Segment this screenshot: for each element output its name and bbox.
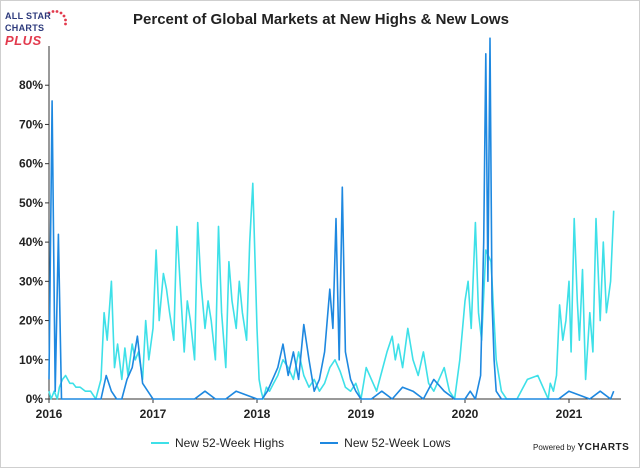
logo-dots-icon (47, 10, 67, 26)
legend-item-highs: New 52-Week Highs (151, 436, 284, 450)
legend-swatch-highs (151, 442, 169, 444)
legend-label-lows: New 52-Week Lows (344, 436, 451, 450)
x-tick-label: 2016 (36, 407, 63, 421)
y-tick-label: 10% (19, 353, 43, 367)
logo-text-line2: CHARTS (5, 23, 45, 33)
logo-text-line1: ALL STAR (5, 11, 52, 21)
x-tick-label: 2020 (452, 407, 479, 421)
y-tick-label: 70% (19, 117, 43, 131)
powered-by-text: Powered by (533, 443, 576, 452)
y-tick-label: 60% (19, 157, 43, 171)
legend-swatch-lows (320, 442, 339, 444)
y-tick-label: 0% (26, 392, 44, 406)
y-tick-label: 20% (19, 314, 43, 328)
series-line-lows (48, 37, 615, 400)
legend-label-highs: New 52-Week Highs (175, 436, 285, 450)
y-tick-label: 80% (19, 78, 43, 92)
chart-legend: New 52-Week Highs New 52-Week Lows (151, 433, 487, 453)
x-tick-label: 2021 (556, 407, 583, 421)
chart-plot: 0% 10% 20% 30% 40% 50% 60% 70% 80% 2016 2017 2018 20… (19, 37, 621, 421)
ycharts-brand: YCHARTS (577, 442, 630, 453)
logo-text-line3: PLUS (5, 33, 42, 48)
x-tick-label: 2018 (244, 407, 271, 421)
y-tick-label: 30% (19, 274, 43, 288)
x-tick-label: 2019 (348, 407, 375, 421)
y-tick-label: 40% (19, 235, 43, 249)
chart-title: Percent of Global Markets at New Highs &… (133, 11, 509, 28)
legend-item-lows: New 52-Week Lows (320, 436, 451, 450)
all-star-charts-logo: ALL STAR CHARTS PLUS (5, 7, 67, 53)
x-tick-label: 2017 (140, 407, 167, 421)
y-tick-label: 50% (19, 196, 43, 210)
powered-by-ycharts: Powered by YCHARTS (533, 442, 629, 453)
series-line-highs (48, 182, 615, 400)
